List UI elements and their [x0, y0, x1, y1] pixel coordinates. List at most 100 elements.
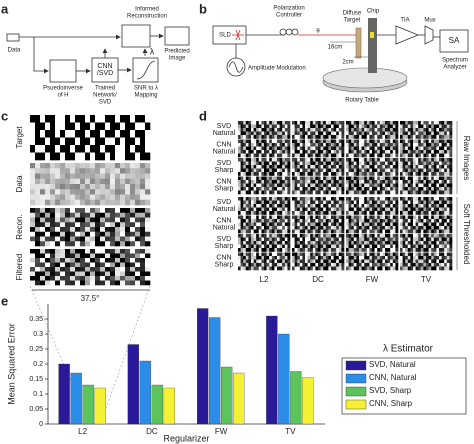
pixel — [318, 200, 321, 205]
pixel — [441, 211, 445, 215]
pixel — [361, 207, 365, 212]
pixel — [70, 267, 76, 272]
pixel — [318, 183, 321, 188]
pixel — [382, 131, 386, 136]
pixel — [145, 189, 151, 195]
pixel — [60, 249, 66, 254]
pixel — [80, 276, 86, 281]
pixel — [55, 249, 61, 254]
pixel — [353, 222, 357, 227]
pixel — [269, 234, 273, 238]
pixel — [436, 229, 440, 234]
pixel — [346, 207, 349, 212]
pixel — [130, 115, 136, 123]
pixel — [95, 217, 101, 223]
pixel — [439, 215, 442, 220]
pixel — [315, 187, 319, 191]
label: Trained — [95, 86, 115, 92]
pixel — [400, 153, 403, 158]
image-panels — [30, 115, 453, 286]
pixel — [292, 207, 295, 212]
pixel — [387, 187, 391, 191]
panel-label: a — [1, 1, 9, 16]
pixel — [115, 208, 121, 214]
pixel — [385, 248, 388, 252]
pixel — [95, 194, 101, 201]
pixel — [359, 229, 362, 234]
pixel — [284, 211, 288, 215]
pixel — [405, 150, 409, 154]
pixel — [274, 200, 278, 205]
pixel — [441, 266, 445, 271]
pixel — [279, 234, 283, 238]
pixel — [423, 215, 427, 220]
pixel — [120, 227, 126, 233]
pixel — [346, 211, 349, 215]
pixel — [271, 256, 275, 260]
pixel — [266, 256, 270, 260]
pixel — [351, 176, 355, 181]
pixel — [125, 241, 131, 247]
pixel — [85, 194, 91, 201]
pixel — [346, 131, 349, 136]
pixel — [428, 121, 432, 125]
pixel — [436, 172, 440, 176]
pixel — [346, 158, 349, 162]
pixel — [372, 143, 375, 147]
pixel — [323, 143, 327, 147]
pixel — [90, 222, 96, 228]
pixel — [410, 244, 414, 249]
pixel — [302, 176, 306, 181]
pixel — [40, 137, 46, 146]
pixel — [256, 124, 260, 129]
pixel — [297, 146, 301, 151]
pixel — [366, 204, 370, 208]
pixel — [320, 131, 324, 136]
pixel — [415, 143, 419, 147]
pixel — [431, 222, 435, 227]
pixel — [338, 190, 342, 195]
pixel — [75, 122, 81, 131]
pixel — [346, 146, 349, 151]
pixel — [299, 215, 303, 220]
pixel — [385, 150, 388, 154]
pixel — [323, 158, 327, 162]
pixel — [428, 200, 432, 205]
pixel — [307, 124, 311, 129]
pixel — [305, 158, 308, 162]
pixel — [282, 139, 286, 144]
pixel — [323, 121, 327, 125]
pixel — [328, 143, 332, 147]
pixel — [407, 172, 411, 176]
pixel — [130, 130, 136, 138]
pixel — [130, 194, 136, 201]
pixel — [446, 168, 450, 173]
pixel — [266, 252, 270, 257]
pixel — [387, 124, 391, 129]
label: CNN — [216, 141, 231, 148]
pixel — [264, 128, 267, 132]
pixel — [377, 168, 381, 173]
pixel — [271, 229, 275, 234]
pixel — [415, 248, 419, 252]
pixel — [284, 248, 288, 252]
pixel — [407, 121, 411, 125]
pixel — [240, 244, 244, 249]
pixel — [356, 237, 360, 242]
pixel — [35, 267, 41, 272]
pixel — [374, 131, 378, 136]
pixel — [410, 229, 414, 234]
pixel — [253, 135, 257, 139]
pixel — [351, 161, 355, 166]
pixel — [428, 241, 432, 245]
pixel — [312, 248, 316, 252]
pixel — [431, 200, 435, 205]
pixel — [95, 173, 101, 180]
pixel — [374, 248, 378, 252]
pixel — [428, 176, 432, 181]
pixel — [299, 172, 303, 176]
pixel — [353, 121, 357, 125]
pixel — [251, 204, 254, 208]
pixel — [415, 131, 419, 136]
label: FW — [366, 275, 379, 284]
